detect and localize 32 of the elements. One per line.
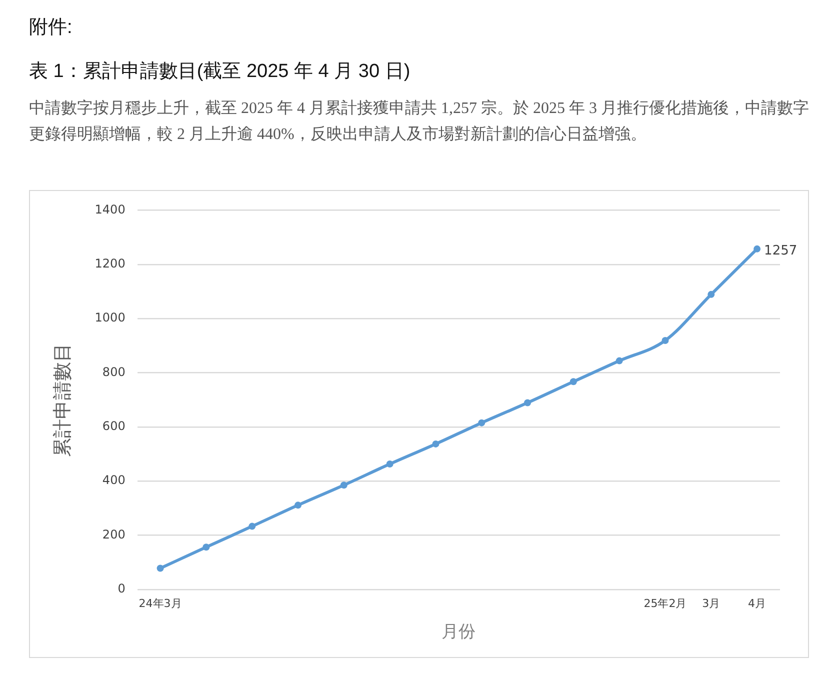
point [478, 419, 486, 426]
y-tick-label: 0 [118, 582, 126, 596]
text: 附件: [29, 16, 72, 40]
point [708, 290, 715, 298]
y-tick-label: 800 [102, 364, 126, 379]
y-axis-title: 累計申請數目 [51, 342, 74, 457]
point [570, 378, 577, 386]
x-tick-label: 25年2月 [644, 596, 687, 610]
point [662, 336, 669, 344]
point [156, 564, 164, 572]
point [202, 544, 210, 551]
x-tick-label: 3月 [702, 596, 720, 610]
y-tick-label: 600 [102, 419, 126, 434]
data-label: 1257 [764, 243, 798, 258]
y-tick-label: 200 [102, 527, 126, 542]
x-tick-label: 4月 [748, 596, 766, 610]
y-tick-label: 1000 [94, 310, 126, 325]
chart-subtitle: 中請數字按月穩步上升，截至 2025 年 4 月累計接獲申請共 1,257 宗。於 2025 年 3 月推行優化措施後，中請數字更錄得明顯增幅，較 2 月上升逾 440%，反映出申請人及市場對新計劃的信心日益增強。 [29, 98, 810, 145]
point [248, 522, 256, 530]
point [616, 357, 623, 364]
point [754, 245, 761, 252]
x-axis-title: 月份 [442, 622, 476, 642]
y-tick-label: 1200 [94, 256, 126, 270]
point [524, 399, 532, 406]
y-tick-label: 400 [102, 473, 126, 488]
point [294, 502, 302, 509]
x-tick-label: 24年3月 [138, 596, 182, 610]
chart-title: 表 1：累計申請數目(截至 2025 年 4 月 30 日) [29, 60, 410, 84]
point [340, 482, 348, 489]
point [432, 440, 440, 448]
point [386, 460, 394, 468]
y-tick-label: 1400 [94, 202, 126, 216]
